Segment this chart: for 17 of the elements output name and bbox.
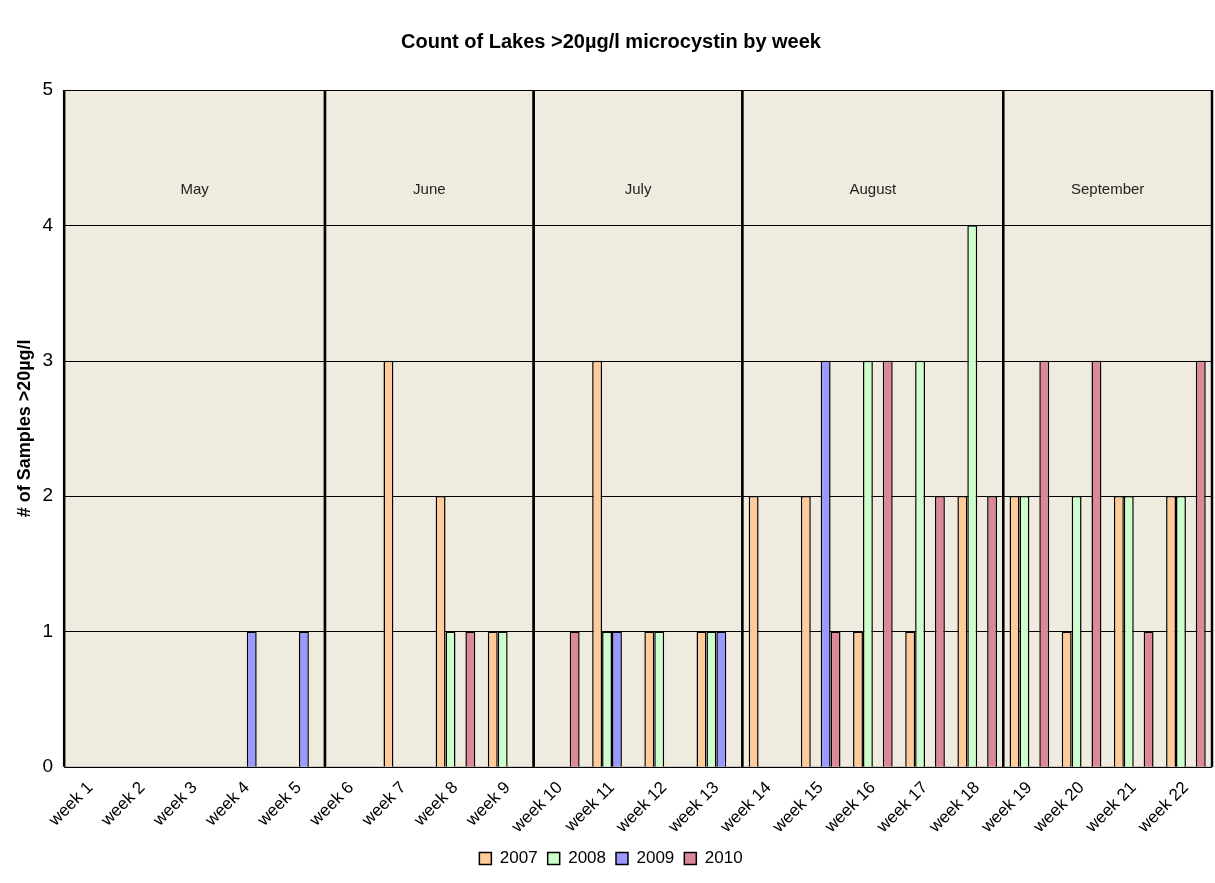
y-tick-label: 0 xyxy=(42,755,54,777)
legend-label: 2007 xyxy=(499,848,538,868)
band-label: July xyxy=(624,180,652,198)
y-tick-label: 1 xyxy=(42,619,54,641)
band-label: September xyxy=(1070,180,1145,198)
y-tick-label: 4 xyxy=(42,213,54,235)
legend-label: 2009 xyxy=(636,848,675,868)
chart-title: Count of Lakes >20µg/l microcystin by week xyxy=(401,29,822,52)
band-label: August xyxy=(849,180,898,198)
y-tick-label: 2 xyxy=(42,484,54,506)
band-label: May xyxy=(180,180,210,198)
legend-label: 2008 xyxy=(568,848,607,868)
band-label: June xyxy=(413,180,446,198)
y-tick-label: 3 xyxy=(42,348,54,370)
legend-label: 2010 xyxy=(704,848,743,868)
y-axis-title: # of Samples >20µg/l xyxy=(13,339,34,518)
y-tick-label: 5 xyxy=(42,78,54,100)
